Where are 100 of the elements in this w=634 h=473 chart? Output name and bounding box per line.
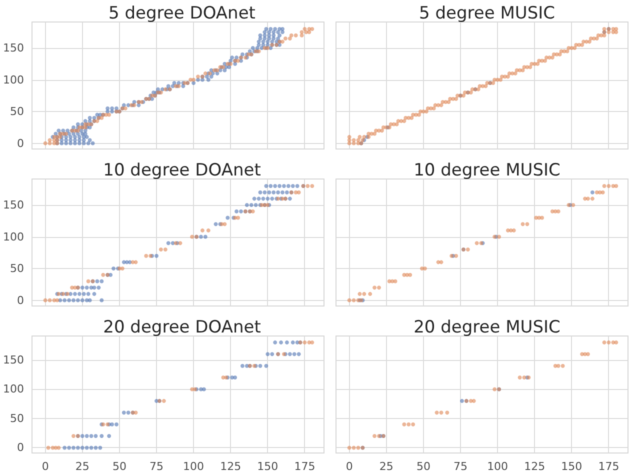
chart-title: 10 degree DOAnet — [103, 160, 262, 180]
y-tick-label: 0 — [16, 294, 24, 307]
point — [422, 266, 427, 271]
point — [556, 209, 560, 214]
y-tick-label: 50 — [10, 262, 24, 276]
point — [310, 184, 314, 188]
point — [292, 352, 296, 356]
y-tick-label: 150 — [2, 198, 24, 212]
point — [474, 241, 479, 246]
x-tick-label: 150 — [561, 460, 582, 473]
point — [273, 340, 278, 344]
point — [525, 222, 530, 226]
point — [472, 398, 476, 403]
point — [560, 364, 565, 368]
point — [302, 340, 307, 344]
point — [72, 446, 76, 450]
point — [310, 340, 314, 344]
point — [67, 446, 72, 450]
point — [107, 434, 112, 438]
point — [84, 434, 89, 438]
y-tick-label: 150 — [2, 42, 24, 55]
point — [512, 228, 516, 232]
point — [540, 216, 544, 220]
point — [454, 254, 458, 258]
point — [178, 241, 182, 246]
point — [134, 260, 138, 264]
chart-title: 5 degree MUSIC — [419, 4, 555, 24]
point — [376, 286, 381, 290]
point — [372, 434, 377, 438]
point — [46, 446, 50, 450]
point — [296, 352, 301, 356]
point — [100, 434, 104, 438]
point — [445, 410, 450, 415]
point — [202, 387, 206, 392]
point — [372, 286, 377, 290]
point — [492, 387, 497, 392]
point — [84, 446, 89, 450]
point — [520, 222, 525, 226]
point — [200, 228, 204, 232]
point — [62, 446, 67, 450]
point — [306, 184, 310, 188]
point — [110, 422, 114, 426]
point — [439, 260, 444, 264]
point — [602, 184, 606, 188]
point — [206, 228, 210, 232]
point — [126, 410, 130, 415]
point — [296, 190, 301, 194]
point — [89, 434, 94, 438]
point — [233, 376, 238, 380]
point — [80, 434, 84, 438]
point — [290, 340, 295, 344]
chart-title: 20 degree MUSIC — [414, 318, 560, 338]
y-tick-label: 100 — [2, 230, 24, 244]
chart-title: 20 degree DOAnet — [103, 318, 262, 338]
point — [76, 446, 80, 450]
x-tick-label: 175 — [294, 460, 316, 473]
point — [606, 184, 611, 188]
point — [602, 340, 606, 344]
x-tick-label: 100 — [183, 460, 204, 473]
point — [571, 203, 576, 208]
point — [162, 398, 166, 403]
point — [144, 254, 148, 258]
point — [158, 247, 163, 252]
x-tick-label: 50 — [112, 460, 126, 473]
point — [279, 340, 284, 344]
point — [86, 279, 90, 284]
point — [94, 434, 98, 438]
point — [586, 196, 590, 201]
point — [114, 422, 118, 426]
point — [347, 298, 352, 302]
point — [222, 222, 227, 226]
point — [258, 364, 262, 368]
point — [72, 434, 76, 438]
point — [590, 196, 594, 201]
point — [600, 190, 605, 194]
point — [250, 209, 255, 214]
point — [56, 446, 61, 450]
point — [497, 234, 502, 239]
point — [522, 376, 526, 380]
point — [134, 410, 138, 415]
x-tick-label: 0 — [346, 460, 353, 473]
point — [406, 422, 411, 426]
x-tick-label: 75 — [150, 460, 164, 473]
point — [402, 422, 406, 426]
point — [101, 272, 106, 277]
y-tick-label: 0 — [16, 136, 24, 150]
point — [347, 446, 352, 450]
point — [393, 279, 398, 284]
point — [163, 247, 168, 252]
point — [98, 446, 102, 450]
point — [240, 364, 244, 368]
x-tick-label: 150 — [257, 460, 278, 473]
point — [80, 446, 84, 450]
point — [270, 352, 274, 356]
y-tick-label: 50 — [10, 412, 24, 425]
point — [518, 376, 522, 380]
point — [352, 298, 356, 302]
point — [460, 398, 464, 403]
point — [408, 272, 412, 277]
point — [94, 446, 98, 450]
